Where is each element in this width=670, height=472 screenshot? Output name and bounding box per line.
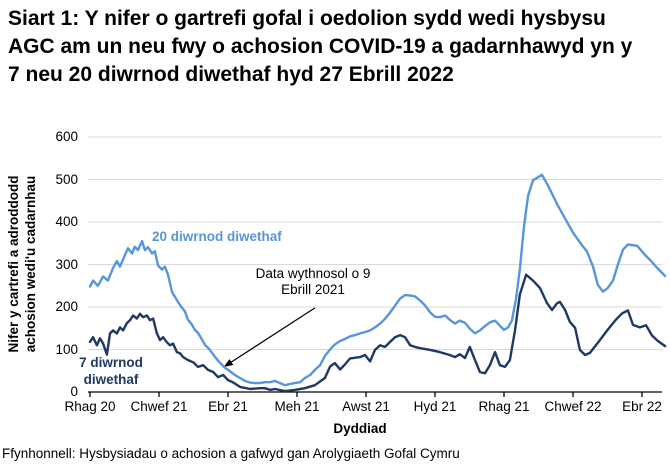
y-tick-label: 400: [55, 214, 78, 229]
series-label-7-day: 7 diwrnod diwethaf: [79, 355, 143, 387]
series-label-20-day: 20 diwrnod diwethaf: [152, 229, 282, 244]
x-tick-label: Hyd 21: [413, 399, 457, 414]
x-tick-label: Awst 21: [342, 399, 390, 414]
y-tick-label: 500: [55, 171, 78, 187]
annotation-arrow-line: [223, 307, 316, 368]
y-tick-label: 300: [55, 256, 78, 272]
y-tick-label: 0: [70, 384, 78, 399]
weekly-data-annotation: Data wythnosol o 9 Ebrill 2021: [255, 266, 371, 297]
annotation-arrow-head: [223, 359, 234, 367]
y-tick-label: 100: [55, 341, 78, 357]
chart-title: Siart 1: Y nifer o gartrefi gofal i oedo…: [8, 7, 633, 86]
x-tick-label: Meh 21: [274, 399, 320, 414]
y-axis-title: Nifer y cartrefi a adroddodd achosion we…: [6, 175, 38, 353]
x-tick-label: Rhag 20: [64, 399, 116, 414]
x-tick-label: Chwef 21: [130, 399, 188, 414]
series-line-20-day: [88, 173, 667, 387]
x-tick-label: Rhag 21: [478, 399, 530, 414]
x-tick-label: Ebr 22: [622, 399, 662, 414]
series-line-7-day: [88, 273, 667, 393]
x-tick-label: Ebr 21: [208, 399, 248, 414]
y-tick-label: 200: [55, 299, 78, 314]
source-note: Ffynhonnell: Hysbysiadau o achosion a ga…: [2, 446, 460, 461]
x-tick-label: Chwef 22: [544, 399, 602, 414]
x-axis-title: Dyddiad: [333, 421, 387, 436]
y-tick-label: 600: [55, 129, 78, 144]
